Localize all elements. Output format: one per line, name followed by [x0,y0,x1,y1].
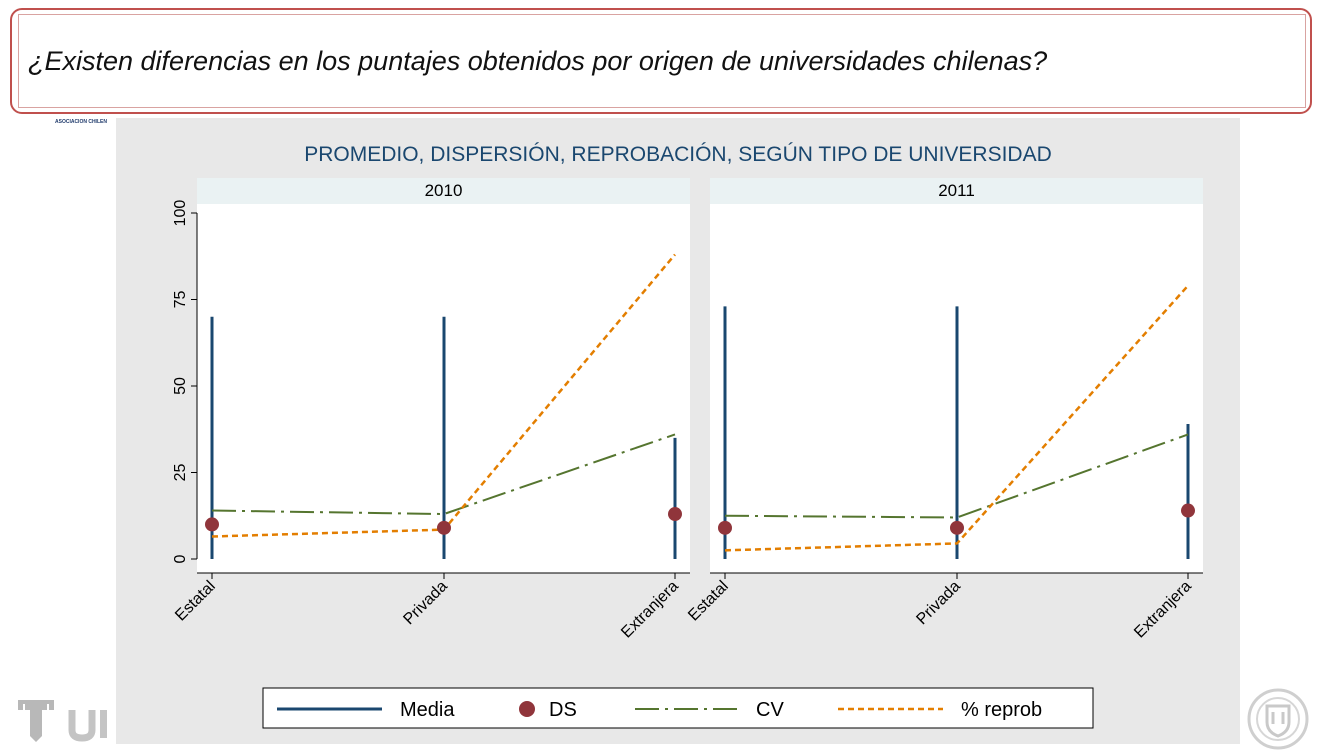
legend-ds-swatch [519,701,535,717]
y-tick-label: 25 [172,464,189,482]
cv-line [724,433,1189,519]
question-box: ¿Existen diferencias en los puntajes obt… [10,8,1312,114]
x-tick-label: Privada [400,578,450,628]
ds-point [668,507,682,522]
ds-point [205,517,219,532]
y-tick-label: 50 [172,377,189,395]
legend-cv-label: CV [756,699,784,721]
question-text: ¿Existen diferencias en los puntajes obt… [28,46,1048,76]
chart-svg: PROMEDIO, DISPERSIÓN, REPROBACIÓN, SEGÚN… [172,143,1203,729]
university-seal-icon [1247,688,1309,750]
legend-reprob-label: % reprob [961,699,1042,721]
x-tick-label: Extranjera [1131,578,1195,642]
ds-point [437,520,451,535]
association-label: ASOCIACION CHILEN [55,119,107,125]
y-tick-label: 0 [172,554,189,563]
cv-line [211,433,676,516]
chart-title: PROMEDIO, DISPERSIÓN, REPROBACIÓN, SEGÚN… [304,143,1052,166]
x-tick-label: Estatal [172,578,219,625]
legend-ds-label: DS [549,699,577,721]
facet-strip [710,178,1203,204]
facet-label: 2010 [425,181,463,200]
ds-point [950,520,964,535]
university-logo-left-icon [18,700,107,742]
x-tick-label: Extranjera [618,578,682,642]
x-tick-label: Estatal [685,578,732,625]
legend-media-label: Media [400,699,455,721]
question-box-inner [18,14,1306,108]
ds-point [1181,503,1195,518]
y-tick-label: 75 [172,291,189,309]
facet-strip [197,178,690,204]
facet-label: 2011 [938,181,975,200]
x-tick-label: Privada [913,578,963,628]
ds-point [718,520,732,535]
chart-panel: PROMEDIO, DISPERSIÓN, REPROBACIÓN, SEGÚN… [116,118,1240,744]
y-tick-label: 100 [172,200,189,227]
reprob-line [724,284,1189,552]
